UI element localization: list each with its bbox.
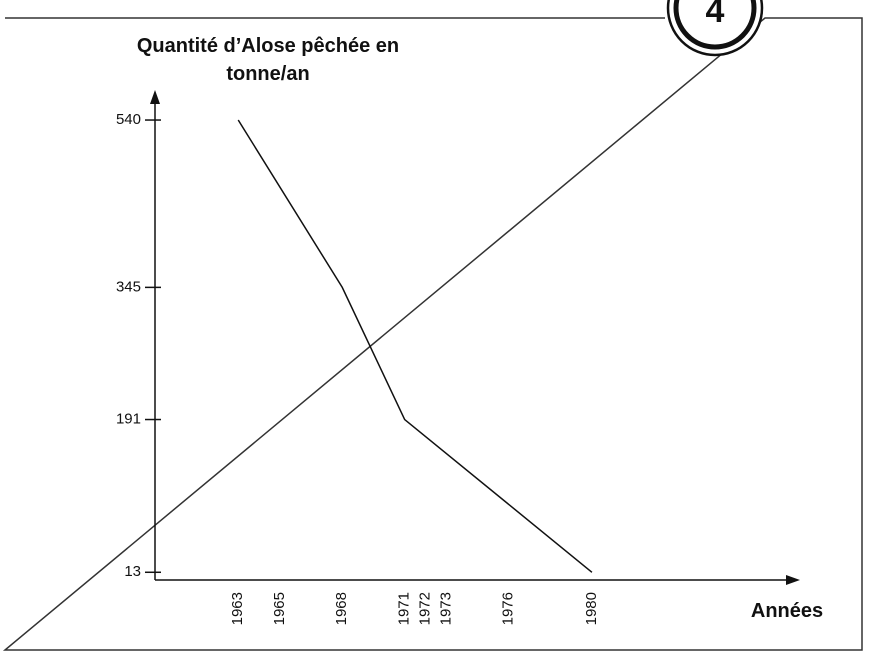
y-axis-label: Quantité d’Alose pêchée en [137, 35, 399, 57]
x-tick-label: 1972 [416, 592, 433, 625]
x-tick-label: 1976 [500, 592, 517, 625]
y-tick-label: 13 [124, 563, 141, 580]
data-line [237, 119, 593, 573]
y-tick-label: 345 [116, 278, 141, 295]
x-tick-label: 1973 [437, 592, 454, 625]
x-tick-label: 1971 [396, 592, 413, 625]
y-axis-label: tonne/an [226, 63, 309, 85]
x-axis-arrow [786, 575, 800, 585]
x-tick-label: 1963 [229, 592, 246, 625]
y-tick-label: 540 [116, 111, 141, 128]
frame [2, 17, 863, 651]
x-axis-label: Années [751, 600, 823, 622]
y-tick-label: 191 [116, 410, 141, 427]
badge-ring [673, 0, 757, 50]
x-tick-label: 1965 [271, 592, 288, 625]
badge-number: 4 [706, 0, 725, 30]
y-axis-arrow [150, 90, 160, 104]
x-tick-label: 1968 [333, 592, 350, 625]
x-tick-label: 1980 [583, 592, 600, 625]
